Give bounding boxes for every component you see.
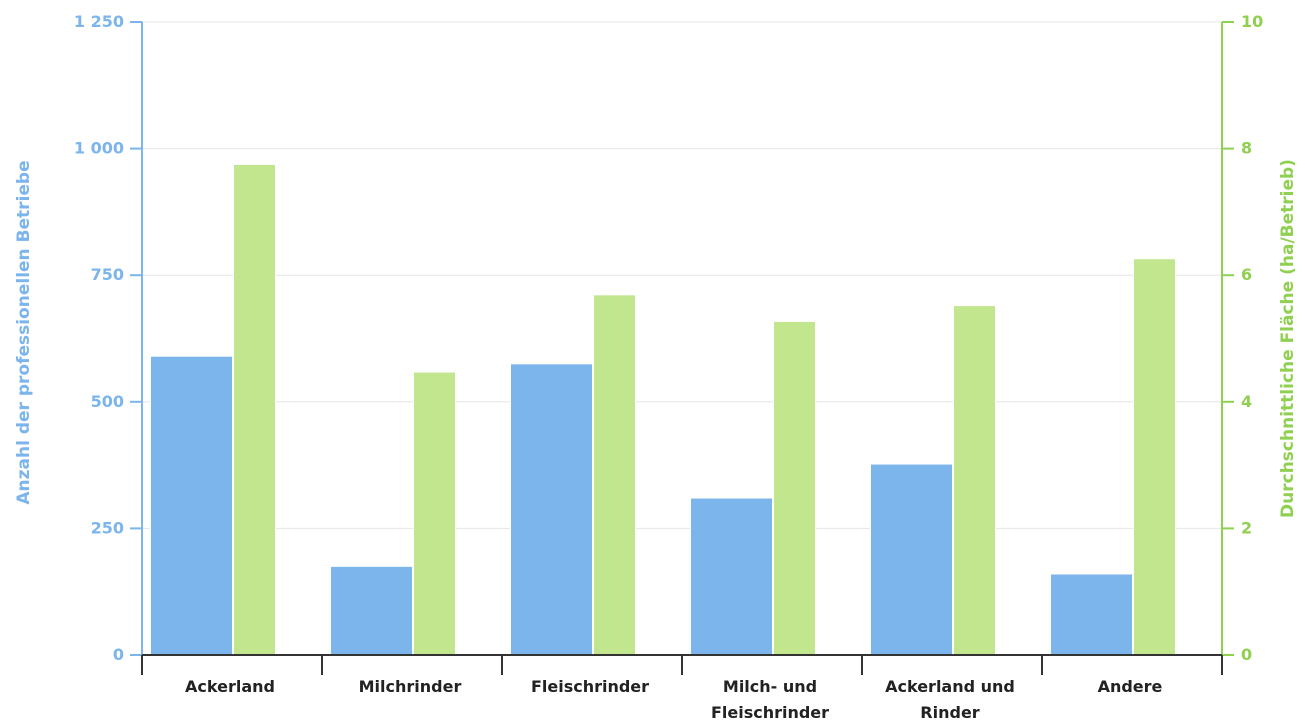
bar-right-series (773, 320, 816, 656)
x-axis-category-label: Ackerland (185, 677, 275, 696)
y-axis-left-tick-label: 500 (91, 392, 124, 411)
y-axis-right-tick-label: 8 (1241, 139, 1252, 158)
y-axis-right-tick-label: 4 (1241, 392, 1252, 411)
y-axis-right-tick-label: 6 (1241, 265, 1252, 284)
bar-right-series (233, 163, 276, 656)
y-axis-left-tick-label: 750 (91, 265, 124, 284)
y-axis-left-tick-label: 250 (91, 518, 124, 537)
y-axis-right-tick-label: 0 (1241, 645, 1252, 664)
bar-left-series (510, 363, 593, 656)
bar-right-series (953, 305, 996, 656)
y-axis-left-tick-label: 1 250 (74, 12, 124, 31)
bar-right-series (1133, 258, 1176, 656)
x-axis-category-label: Ackerland und Rinder (885, 677, 1015, 720)
y-axis-right-title: Durchschnittliche Fläche (ha/Betrieb) (1278, 159, 1298, 518)
bar-left-series (1050, 573, 1133, 656)
y-axis-right-tick-label: 10 (1241, 12, 1263, 31)
bar-right-series (593, 294, 636, 656)
x-axis-category-label: Milchrinder (359, 677, 462, 696)
y-axis-left-tick-label: 0 (113, 645, 124, 664)
bar-left-series (870, 463, 953, 656)
bar-left-series (690, 497, 773, 656)
bar-left-series (330, 565, 413, 656)
bar-left-series (150, 355, 233, 656)
x-axis-category-label: Milch- und Fleischrinder (711, 677, 829, 720)
y-axis-left-title: Anzahl der professionellen Betriebe (14, 160, 34, 504)
x-axis-category-label: Fleischrinder (531, 677, 649, 696)
y-axis-left-tick-label: 1 000 (74, 139, 124, 158)
x-axis-category-label: Andere (1098, 677, 1163, 696)
bar-right-series (413, 371, 456, 656)
y-axis-right-tick-label: 2 (1241, 518, 1252, 537)
